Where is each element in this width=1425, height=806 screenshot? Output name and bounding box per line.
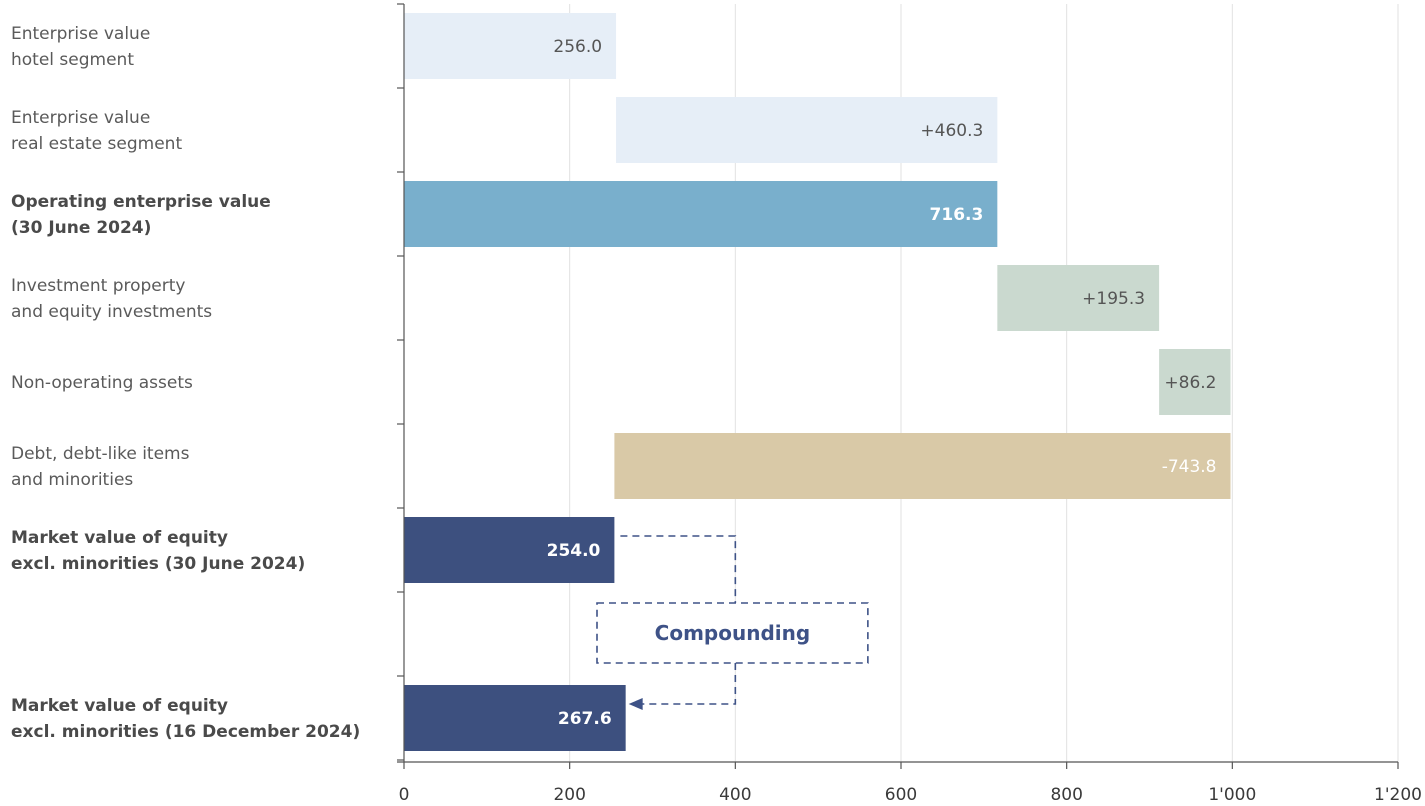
bar xyxy=(404,517,615,583)
data-label: +86.2 xyxy=(1164,373,1216,393)
x-tick-label: 200 xyxy=(553,785,585,805)
annotation-box xyxy=(596,602,869,664)
data-label: -743.8 xyxy=(1162,457,1217,477)
bar xyxy=(404,181,998,247)
bar xyxy=(404,13,617,79)
x-tick-label: 1'000 xyxy=(1208,785,1256,805)
y-axis xyxy=(397,3,405,762)
category-label: Debt, debt-like items and minorities xyxy=(11,444,190,490)
connector-line xyxy=(620,535,737,603)
category-label: Market value of equity excl. minorities (… xyxy=(11,696,360,742)
bar xyxy=(404,685,626,751)
bar xyxy=(1159,349,1231,415)
data-label: 254.0 xyxy=(547,541,601,561)
category-labels: Enterprise value hotel segment Enterprise … xyxy=(11,24,360,742)
x-axis: 0 200 400 600 800 1'000 1'200 xyxy=(397,761,1422,805)
x-tick-label: 0 xyxy=(399,785,410,805)
data-label: +460.3 xyxy=(920,121,983,141)
data-label: 267.6 xyxy=(558,709,612,729)
category-label: Investment property and equity investment… xyxy=(11,276,212,322)
connector-line xyxy=(641,663,737,705)
bar xyxy=(997,265,1160,331)
bar xyxy=(616,97,998,163)
arrow-head xyxy=(628,698,643,710)
bars xyxy=(404,13,1231,751)
x-tick-label: 600 xyxy=(885,785,917,805)
category-label: Enterprise value hotel segment xyxy=(11,24,150,70)
bar xyxy=(614,433,1231,499)
category-label: Market value of equity excl. minorities (… xyxy=(11,528,305,574)
x-tick-label: 400 xyxy=(719,785,751,805)
x-tick-label: 800 xyxy=(1050,785,1082,805)
data-label: 716.3 xyxy=(930,205,984,225)
category-label: Operating enterprise value (30 June 2024) xyxy=(11,192,271,238)
value-labels: 256.0 +460.3 716.3 +195.3 +86.2 -743.8 254.0 26… xyxy=(547,37,1217,729)
category-label: Non-operating assets xyxy=(11,373,193,393)
annotation-label: Compounding xyxy=(655,621,811,645)
compounding-annotation: Compounding xyxy=(596,535,869,710)
data-label: +195.3 xyxy=(1082,289,1145,309)
category-label: Enterprise value real estate segment xyxy=(11,108,182,154)
data-label: 256.0 xyxy=(553,37,602,57)
x-tick-label: 1'200 xyxy=(1374,785,1422,805)
